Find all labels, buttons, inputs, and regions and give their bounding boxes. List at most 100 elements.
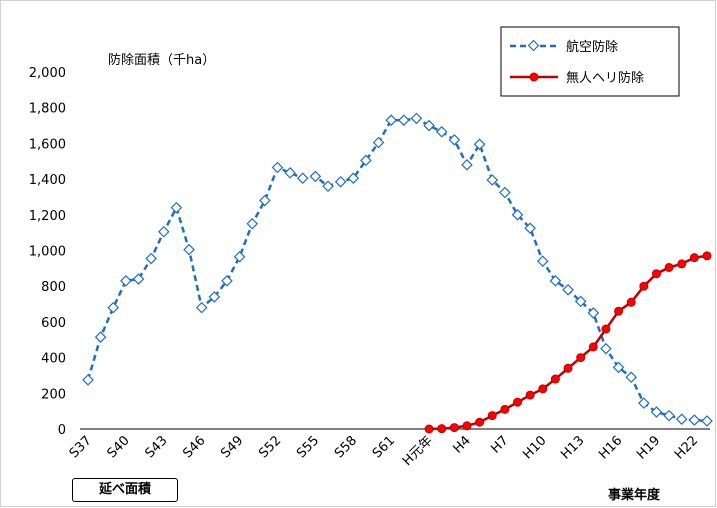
series-aerial-point: [688, 414, 701, 426]
series-aerial-point: [410, 112, 423, 125]
series-aerial-point: [259, 194, 271, 207]
series-aerial-point: [650, 406, 663, 418]
series-aerial-point: [701, 415, 713, 427]
series-aerial-point: [120, 275, 132, 287]
series-aerial-point: [94, 331, 107, 343]
legend-box: [500, 26, 680, 97]
series-aerial-point: [208, 291, 221, 303]
series-aerial-point: [360, 154, 372, 167]
y-tick-label: 1,600: [29, 137, 66, 152]
x-tick-label: H19: [634, 433, 663, 462]
series-aerial-point: [170, 201, 183, 214]
series-drone-point: [576, 353, 586, 363]
legend-marker-drone: [529, 72, 539, 82]
x-tick-label: H4: [450, 433, 473, 456]
series-aerial-point: [562, 283, 574, 296]
series-aerial-point: [372, 136, 385, 149]
series-aerial-point: [296, 172, 309, 185]
series-aerial-point: [638, 397, 650, 409]
series-drone-point: [664, 262, 674, 272]
series-drone-point: [588, 342, 598, 352]
y-tick-label: 1,400: [29, 173, 66, 188]
series-aerial-line: [86, 117, 708, 423]
x-tick-label: S61: [370, 433, 398, 461]
legend-label-drone: 無人ヘリ防除: [566, 70, 644, 86]
series-aerial-point: [461, 159, 473, 171]
x-tick-label: H16: [596, 433, 625, 462]
series-drone-point: [677, 259, 687, 269]
x-tick-label: S46: [180, 433, 208, 461]
series-aerial-point: [612, 361, 625, 374]
x-tick-label: H元年: [400, 433, 436, 469]
series-aerial-point: [183, 243, 195, 256]
series-layer: [82, 112, 713, 434]
series-aerial-point: [347, 172, 360, 185]
x-tick-label: S40: [105, 433, 133, 461]
series-aerial-point: [435, 125, 448, 138]
series-drone-point: [424, 424, 434, 434]
series-aerial-point: [157, 225, 170, 238]
y-tick-label: 1,000: [29, 245, 66, 260]
x-tick-label: H7: [488, 433, 511, 456]
series-drone-point: [437, 424, 447, 434]
series-aerial-point: [600, 342, 612, 355]
series-aerial-point: [549, 275, 562, 287]
y-tick-label: 600: [41, 316, 66, 331]
series-aerial-point: [145, 252, 157, 265]
y-axis-label: 防除面積（千ha）: [108, 52, 215, 68]
x-tick-label: S37: [67, 433, 95, 461]
series-aerial-point: [473, 138, 486, 151]
series-aerial-point: [675, 413, 688, 425]
series-aerial-point: [233, 250, 246, 263]
series-drone-point: [639, 281, 649, 291]
series-drone-point: [538, 384, 548, 394]
series-aerial-point: [309, 170, 322, 183]
series-aerial-point: [587, 307, 600, 319]
series-aerial-point: [536, 255, 549, 268]
series-aerial-point: [322, 180, 334, 193]
y-tick-label: 400: [41, 352, 66, 367]
legend-marker-aerial: [527, 39, 540, 52]
y-tick-label: 200: [41, 387, 66, 402]
note-box: 延べ面積: [72, 478, 178, 502]
y-tick-label: 0: [58, 423, 66, 438]
series-aerial-point: [221, 275, 233, 287]
y-tick-label: 2,000: [29, 66, 66, 81]
series-aerial-point: [448, 134, 461, 146]
legend: 航空防除 無人ヘリ防除: [500, 26, 680, 97]
series-drone-point: [601, 324, 611, 334]
series-drone-point: [500, 404, 510, 414]
series-aerial-point: [82, 374, 94, 386]
series-drone-point: [626, 297, 636, 307]
series-aerial-point: [385, 114, 397, 126]
series-aerial-point: [284, 167, 296, 179]
x-tick-label: S43: [142, 433, 170, 461]
x-tick-label: H10: [520, 433, 549, 462]
y-tick-label: 800: [41, 280, 66, 295]
x-tick-label: S55: [294, 433, 322, 461]
x-tick-label: S52: [256, 433, 284, 461]
series-drone-point: [475, 417, 485, 427]
y-tick-label: 1,800: [29, 102, 66, 117]
series-aerial-point: [132, 273, 145, 285]
y-tick-label: 1,200: [29, 209, 66, 224]
x-tick-label: S49: [218, 433, 246, 461]
x-axis-label: 事業年度: [608, 488, 661, 503]
series-drone-point: [550, 374, 560, 384]
series-drone-point: [513, 397, 523, 407]
series-drone-point: [651, 269, 661, 279]
series-aerial-point: [423, 119, 435, 132]
series-drone-point: [487, 411, 497, 421]
series-aerial-point: [663, 409, 675, 422]
legend-label-aerial: 航空防除: [566, 39, 618, 55]
series-aerial-point: [625, 371, 638, 384]
series-drone-line: [429, 254, 708, 431]
series-aerial-point: [246, 217, 259, 230]
series-aerial-point: [511, 209, 524, 221]
series-drone-point: [449, 423, 459, 433]
series-drone-point: [614, 306, 624, 316]
x-tick-label: H13: [558, 433, 587, 462]
series-aerial-point: [486, 174, 499, 186]
